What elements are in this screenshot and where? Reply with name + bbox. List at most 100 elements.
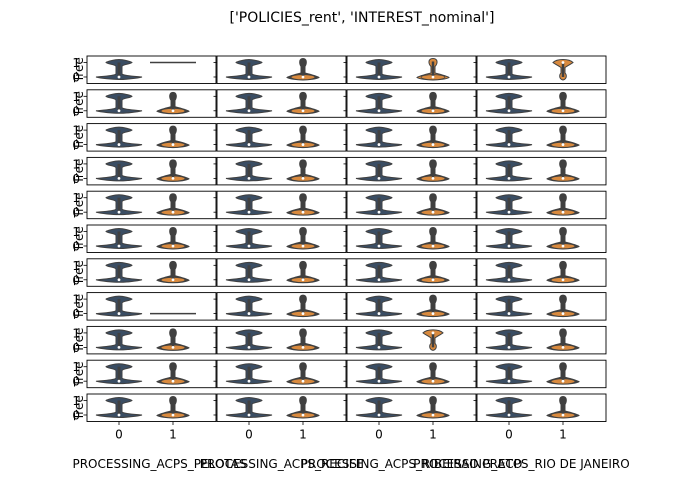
y-tick-label: 0 [72,408,80,422]
violin-series1-median [561,61,565,64]
subplot: 01 [72,292,217,321]
y-tick-label: 1 [72,360,80,374]
subplot [343,123,477,152]
violin-series0-median [507,278,511,282]
subplot-frame [476,190,607,220]
subplot-frame [216,55,347,84]
y-tick-label: 0 [72,375,80,389]
violin-series0-median [117,278,121,282]
y-axis-label: Tree [72,395,86,421]
y-tick-label: 1 [72,225,80,239]
subplot [213,190,347,220]
violin-series0-median [377,143,381,146]
subplot [473,359,607,389]
subplot-frame [86,123,217,152]
violin-series1-median [561,312,565,315]
violin-series1-median [561,345,565,349]
violin-series0-median [247,244,251,248]
violin-series0-median [117,210,121,214]
y-axis-label: Tree [72,361,86,387]
y-tick-label: 1 [72,124,80,138]
subplot: 01 [72,190,217,220]
y-tick-label: 0 [72,172,80,186]
violin-series1-median [301,244,305,248]
subplot-frame [216,292,347,321]
subplot-frame [86,393,217,422]
subplot-frame [216,393,347,422]
subplot [343,156,477,186]
subplot-frame [476,258,607,287]
subplot-frame [346,393,477,422]
violin-series1-median [431,210,435,214]
violin-series0-median [117,312,121,315]
violin-series1-median [301,176,305,180]
violin-series1-median [301,345,305,349]
y-axis-label: Tree [72,159,86,185]
subplot [213,292,347,321]
subplot-frame [86,292,217,321]
violin-series0-median [377,312,381,315]
subplot: 01 [72,258,217,287]
x-tick-label: 0 [245,428,253,442]
subplot-frame [476,393,607,422]
violin-series0-median [247,143,251,146]
violin-series1-median [171,176,175,180]
subplot-frame [346,123,477,152]
x-tick-label: 1 [559,428,567,442]
violin-series0-median [247,109,251,113]
subplot-frame [476,224,607,253]
column-xlabel: PROCESSING_ACPS_RIBEIRAO PRETO [301,457,523,471]
subplot-frame [476,292,607,321]
y-axis-label: Tree [72,226,86,252]
y-tick-label: 0 [72,70,80,84]
violin-series0-median [507,413,511,417]
violin-series0-median [507,75,511,79]
violin-series0-median [507,345,511,349]
column-xlabel: PROCESSING_ACPS_RECIFE [200,457,364,471]
subplot [343,292,477,321]
violin-series0-median [247,176,251,180]
violin-series0-median [507,109,511,113]
subplot [213,224,347,253]
subplot-frame [346,292,477,321]
violin-series1-median [171,413,175,417]
violin-series1-median [431,244,435,248]
violin-series0-median [377,345,381,349]
subplot-frame [476,156,607,186]
y-tick-label: 0 [72,138,80,152]
violin-series0-median [247,379,251,383]
violin-series1-median [561,379,565,383]
subplot-frame [216,258,347,287]
violin-series1-median [301,312,305,315]
subplot: 01 [72,156,217,186]
y-axis-label: Tree [72,192,86,218]
subplot [473,89,607,118]
subplot [473,55,607,84]
subplot [213,359,347,389]
column-xlabel: PROCESSING_ACPS_RIO DE JANEIRO [413,457,629,471]
violin-series1-median [431,109,435,113]
subplot [343,224,477,253]
y-tick-label: 1 [72,394,80,408]
violin-series1-median [171,345,175,349]
subplot-frame [476,89,607,118]
violin-series0-median [117,345,121,349]
subplot-frame [346,224,477,253]
subplot-frame [346,359,477,389]
violin-series0-median [507,176,511,180]
x-tick-label: 1 [169,428,177,442]
subplot-frame [476,325,607,355]
violin-series0-median [117,244,121,248]
violin-series1-median [301,109,305,113]
subplot-frame [346,258,477,287]
subplot-frame [346,156,477,186]
y-tick-label: 0 [72,206,80,220]
subplot-frame [86,258,217,287]
violin-series0-median [507,312,511,315]
subplot-frame [86,359,217,389]
subplot [343,190,477,220]
violin-series1-median [561,176,565,180]
subplot [213,325,347,355]
